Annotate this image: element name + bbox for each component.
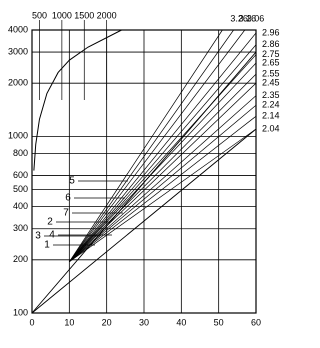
y-tick-label: 500 xyxy=(13,184,28,194)
series-line xyxy=(69,95,257,263)
series-label: 2.96 xyxy=(262,27,280,37)
series-line xyxy=(69,32,257,262)
top-tick-label: 500 xyxy=(32,10,47,20)
annotation: 1 xyxy=(44,240,50,251)
x-tick-label: 50 xyxy=(214,317,224,327)
series-label: 2.86 xyxy=(262,39,280,49)
y-tick-label: 800 xyxy=(13,148,28,158)
y-tick-label: 3000 xyxy=(8,46,28,56)
x-tick-label: 10 xyxy=(64,317,74,327)
series-line xyxy=(69,73,257,263)
series-line xyxy=(69,128,257,263)
annotation: 4 xyxy=(49,230,55,241)
y-tick-label: 2000 xyxy=(8,78,28,88)
series-line xyxy=(69,29,223,262)
series-label: 2.35 xyxy=(262,90,280,100)
x-tick-label: 60 xyxy=(251,317,261,327)
series-line xyxy=(69,54,257,263)
series-label: 2.75 xyxy=(262,49,280,59)
y-tick-label: 1000 xyxy=(8,131,28,141)
series-line xyxy=(69,29,246,262)
series-line xyxy=(69,29,234,262)
series-label: 3.26 xyxy=(230,13,248,23)
series-label: 2.24 xyxy=(262,100,280,110)
series-label: 2.65 xyxy=(262,57,280,67)
y-tick-label: 100 xyxy=(13,307,28,317)
annotation: 3 xyxy=(35,231,41,242)
y-tick-label: 400 xyxy=(13,201,28,211)
x-tick-label: 20 xyxy=(102,317,112,327)
y-tick-label: 200 xyxy=(13,254,28,264)
annotation: 7 xyxy=(63,208,69,219)
x-tick-label: 0 xyxy=(29,317,34,327)
series-line xyxy=(69,82,257,263)
annotation: 6 xyxy=(65,193,71,204)
series-line xyxy=(69,104,257,263)
top-tick-label: 1000 xyxy=(52,10,72,20)
series-label: 2.55 xyxy=(262,69,280,79)
series-line xyxy=(69,115,257,263)
series-label: 3.16 xyxy=(239,13,257,23)
series-label: 3.06 xyxy=(247,13,265,23)
series-label: 2.14 xyxy=(262,111,280,121)
series-line xyxy=(69,44,257,262)
top-tick-label: 2000 xyxy=(97,10,117,20)
top-tick-label: 1500 xyxy=(74,10,94,20)
y-tick-label: 600 xyxy=(13,170,28,180)
y-tick-label: 300 xyxy=(13,223,28,233)
series-label: 2.04 xyxy=(262,123,280,133)
x-tick-label: 40 xyxy=(176,317,186,327)
curve xyxy=(33,29,122,171)
y-tick-label: 4000 xyxy=(8,24,28,34)
guide-line xyxy=(31,128,257,314)
series-label: 2.45 xyxy=(262,78,280,88)
x-tick-label: 30 xyxy=(139,317,149,327)
series-line xyxy=(69,62,257,263)
annotation: 2 xyxy=(47,217,53,228)
annotation: 5 xyxy=(69,176,75,187)
chart: 0 10 20 30 40 50 60 100 200 300 400 500 600 800 1000 20… xyxy=(8,10,280,327)
